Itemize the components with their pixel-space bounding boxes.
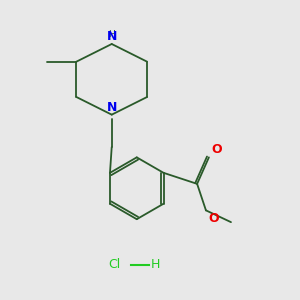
Text: H: H — [151, 258, 160, 271]
Text: O: O — [211, 143, 222, 156]
Text: H: H — [108, 30, 115, 39]
Text: N: N — [106, 101, 117, 114]
Text: Cl: Cl — [109, 258, 121, 271]
Text: N: N — [106, 30, 117, 44]
Text: O: O — [208, 212, 219, 225]
